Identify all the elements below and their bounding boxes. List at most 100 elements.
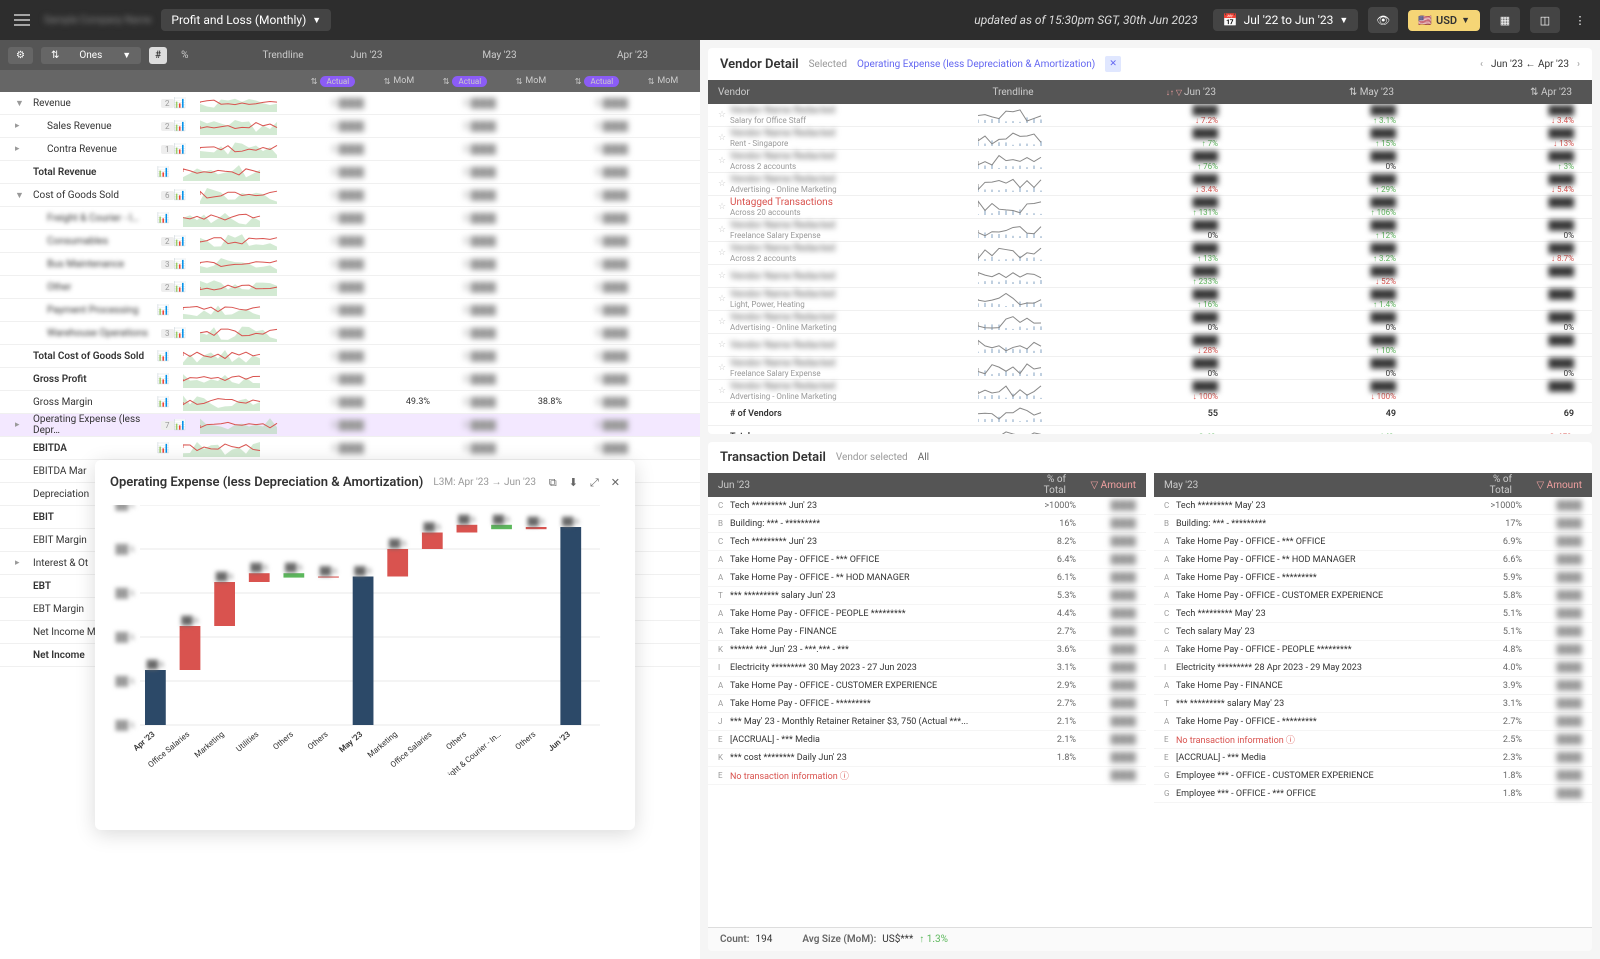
expand-icon[interactable]: ▸: [15, 420, 27, 430]
trans-row[interactable]: K*** cost ******** Daily Jun' 231.8%████: [708, 749, 1146, 767]
star-icon[interactable]: ☆: [718, 133, 730, 143]
star-icon[interactable]: ☆: [718, 110, 730, 120]
trans-row[interactable]: E[ACCRUAL] - *** Media2.1%████: [708, 731, 1146, 749]
vendor-row[interactable]: ☆Vendor Name RedactedFreelance Salary Ex…: [708, 357, 1592, 380]
chart-icon[interactable]: 📊: [174, 259, 190, 270]
report-dropdown[interactable]: Profit and Loss (Monthly)▼: [161, 9, 331, 31]
table-row[interactable]: Gross Margin📊$ ████49.3%$ ████38.8%$ ███…: [0, 391, 700, 414]
table-row[interactable]: ▸Sales Revenue2📊$ ████$ ████$ ████: [0, 115, 700, 138]
chart-icon[interactable]: 📊: [174, 328, 190, 339]
trans-col-pct[interactable]: % of Total: [1472, 474, 1512, 496]
table-row[interactable]: Total Cost of Goods Sold📊$ ████$ ████$ █…: [0, 345, 700, 368]
vendor-row[interactable]: ☆Vendor Name RedactedAdvertising - Onlin…: [708, 311, 1592, 334]
sub-col-header[interactable]: ⇅Actual: [432, 70, 498, 92]
vendor-col-name[interactable]: Vendor: [718, 87, 978, 98]
star-icon[interactable]: ☆: [718, 317, 730, 327]
chart-icon[interactable]: 📊: [157, 374, 173, 385]
trans-row[interactable]: ENo transaction information ⓘ████: [708, 767, 1146, 785]
vendor-row[interactable]: ☆Vendor Name Redacted████↓ 28%████↑ 10%█…: [708, 334, 1592, 357]
trans-col-amt[interactable]: ▽ Amount: [1512, 480, 1582, 491]
star-icon[interactable]: ☆: [718, 271, 730, 281]
vendor-row[interactable]: ☆Vendor Name RedactedAdvertising - Onlin…: [708, 173, 1592, 196]
vendor-row[interactable]: ☆Vendor Name RedactedAcross 2 accounts██…: [708, 150, 1592, 173]
chart-icon[interactable]: 📊: [157, 213, 173, 224]
trans-row[interactable]: J*** May' 23 - Monthly Retainer Retainer…: [708, 713, 1146, 731]
trans-row[interactable]: IElectricity ********* 30 May 2023 - 27 …: [708, 659, 1146, 677]
percent-format-btn[interactable]: %: [175, 47, 194, 64]
chart-icon[interactable]: 📊: [157, 167, 173, 178]
trans-row[interactable]: IElectricity ********* 28 Apr 2023 - 29 …: [1154, 659, 1592, 677]
trans-row[interactable]: ATake Home Pay - OFFICE - *********2.7%█…: [708, 695, 1146, 713]
chart-icon[interactable]: 📊: [157, 305, 173, 316]
star-icon[interactable]: ☆: [718, 202, 730, 212]
sub-col-header[interactable]: ⇅MoM: [498, 70, 564, 92]
star-icon[interactable]: ☆: [718, 386, 730, 396]
table-row[interactable]: EBITDA📊$ ████$ ████$ ████: [0, 437, 700, 460]
expand-icon[interactable]: ⤢: [590, 476, 599, 490]
table-row[interactable]: Warehouse Operations3📊$ ████$ ████$ ████: [0, 322, 700, 345]
menu-icon[interactable]: [10, 8, 34, 32]
chart-icon[interactable]: 📊: [174, 420, 190, 431]
trans-row[interactable]: ATake Home Pay - OFFICE - *********5.9%█…: [1154, 569, 1592, 587]
trans-row[interactable]: ATake Home Pay - OFFICE - CUSTOMER EXPER…: [708, 677, 1146, 695]
trans-row[interactable]: T*** ********* salary Jun' 235.3%████: [708, 587, 1146, 605]
star-icon[interactable]: ☆: [718, 340, 730, 350]
vendor-clear-btn[interactable]: ✕: [1105, 56, 1121, 72]
trans-row[interactable]: ATake Home Pay - OFFICE - *** OFFICE6.9%…: [1154, 533, 1592, 551]
next-period-btn[interactable]: ›: [1577, 59, 1580, 70]
star-icon[interactable]: ☆: [718, 363, 730, 373]
copy-icon[interactable]: ⧉: [549, 476, 557, 490]
trans-row[interactable]: ATake Home Pay - OFFICE - PEOPLE *******…: [708, 605, 1146, 623]
chart-icon[interactable]: 📊: [157, 397, 173, 408]
trans-row[interactable]: ATake Home Pay - OFFICE - *** OFFICE6.4%…: [708, 551, 1146, 569]
trans-row[interactable]: ATake Home Pay - OFFICE - ** HOD MANAGER…: [1154, 551, 1592, 569]
trans-row[interactable]: BBuilding: *** - *********16%████: [708, 515, 1146, 533]
close-icon[interactable]: ✕: [611, 476, 620, 490]
chart-icon[interactable]: 📊: [174, 190, 190, 201]
vendor-row[interactable]: ☆Vendor Name RedactedSalary for Office S…: [708, 104, 1592, 127]
trans-row[interactable]: ENo transaction information ⓘ2.5%████: [1154, 731, 1592, 749]
table-row[interactable]: Bus Maintenance3📊$ ████$ ████$ ████: [0, 253, 700, 276]
star-icon[interactable]: ☆: [718, 225, 730, 235]
chart-icon[interactable]: 📊: [174, 121, 190, 132]
trans-row[interactable]: CTech ********* Jun' 23>1000%████: [708, 497, 1146, 515]
table-row[interactable]: Total Revenue📊$ ████$ ████$ ████: [0, 161, 700, 184]
star-icon[interactable]: ☆: [718, 294, 730, 304]
trans-row[interactable]: E[ACCRUAL] - *** Media2.3%████: [1154, 749, 1592, 767]
trans-row[interactable]: CTech ********* Jun' 238.2%████: [708, 533, 1146, 551]
trans-row[interactable]: CTech salary May' 235.1%████: [1154, 623, 1592, 641]
vendor-col-p3[interactable]: ⇅ Apr '23: [1404, 87, 1582, 98]
expand-icon[interactable]: ▸: [15, 144, 27, 154]
trans-row[interactable]: BBuilding: *** - *********17%████: [1154, 515, 1592, 533]
trans-row[interactable]: ATake Home Pay - OFFICE - *********2.7%█…: [1154, 713, 1592, 731]
trans-row[interactable]: ATake Home Pay - OFFICE - CUSTOMER EXPER…: [1154, 587, 1592, 605]
sub-col-header[interactable]: ⇅MoM: [630, 70, 696, 92]
trans-row[interactable]: ATake Home Pay - FINANCE2.7%████: [708, 623, 1146, 641]
star-icon[interactable]: ☆: [718, 248, 730, 258]
unit-dropdown[interactable]: ⇅Ones▼: [41, 47, 141, 64]
chart-icon[interactable]: 📊: [174, 98, 190, 109]
table-row[interactable]: Consumables2📊$ ████$ ████$ ████: [0, 230, 700, 253]
expand-icon[interactable]: ▼: [15, 98, 27, 109]
date-range-picker[interactable]: 📅Jul '22 to Jun '23▼: [1213, 9, 1359, 31]
table-row[interactable]: ▸Operating Expense (less Depr…7📊$ ████$ …: [0, 414, 700, 437]
table-row[interactable]: ▼Revenue2📊$ ████$ ████$ ████: [0, 92, 700, 115]
trans-row[interactable]: T*** ********* salary May' 233.1%████: [1154, 695, 1592, 713]
trans-col-amt[interactable]: ▽ Amount: [1066, 480, 1136, 491]
sub-col-header[interactable]: ⇅Actual: [564, 70, 630, 92]
vendor-row[interactable]: ☆Vendor Name RedactedAdvertising - Onlin…: [708, 380, 1592, 403]
chart-icon[interactable]: 📊: [174, 144, 190, 155]
trans-row[interactable]: CTech ********* May' 235.1%████: [1154, 605, 1592, 623]
trans-row[interactable]: GEmployee *** - OFFICE - CUSTOMER EXPERI…: [1154, 767, 1592, 785]
trans-col-pct[interactable]: % of Total: [1026, 474, 1066, 496]
prev-period-btn[interactable]: ‹: [1480, 59, 1483, 70]
table-row[interactable]: ▼Cost of Goods Sold6📊$ ████$ ████$ ████: [0, 184, 700, 207]
trans-row[interactable]: ATake Home Pay - FINANCE3.9%████: [1154, 677, 1592, 695]
table-row[interactable]: Gross Profit📊$ ████$ ████$ ████: [0, 368, 700, 391]
chart-icon[interactable]: 📊: [174, 236, 190, 247]
table-row[interactable]: Freight & Courier - I…📊$ ████$ ████$ ███…: [0, 207, 700, 230]
more-menu[interactable]: ⋮: [1570, 7, 1590, 33]
trans-row[interactable]: GEmployee *** - OFFICE - *** OFFICE1.8%█…: [1154, 785, 1592, 803]
chart-icon[interactable]: 📊: [157, 351, 173, 362]
vendor-row[interactable]: ☆Untagged TransactionsAcross 20 accounts…: [708, 196, 1592, 219]
